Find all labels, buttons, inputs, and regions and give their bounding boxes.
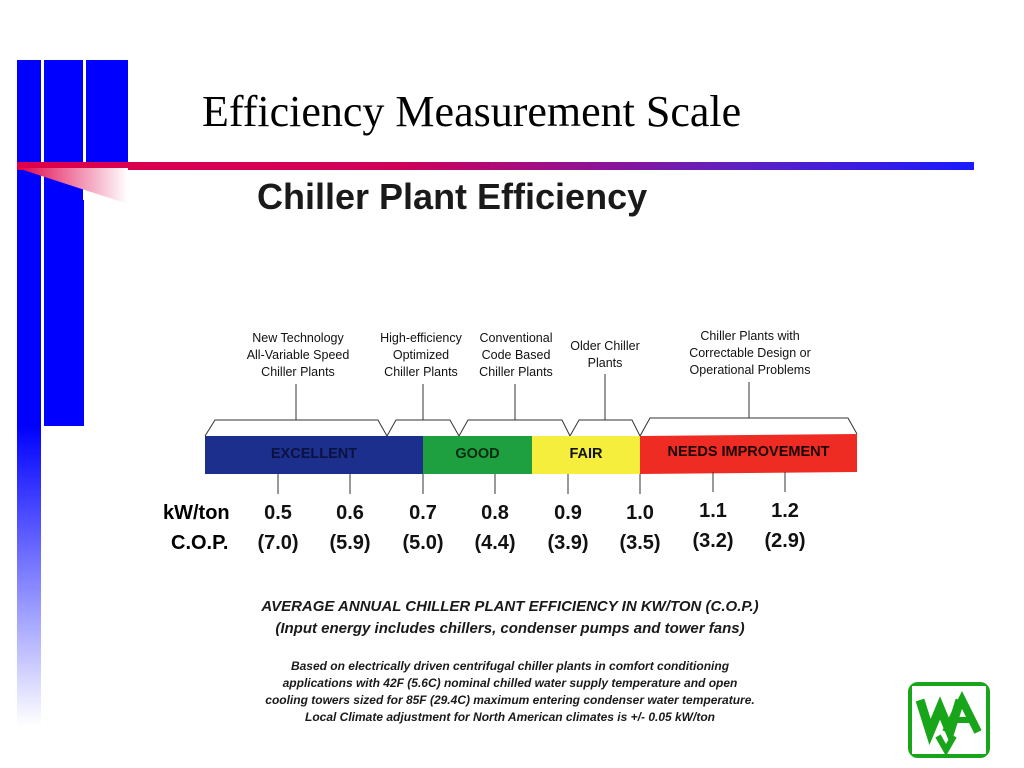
kw-tick: 0.9 [554, 502, 582, 524]
category-line: Older Chiller [570, 339, 640, 353]
category-label-older: Older Chiller Plants [558, 338, 652, 372]
category-label-correctable: Chiller Plants with Correctable Design o… [672, 328, 828, 379]
chart-title: Chiller Plant Efficiency [257, 176, 648, 217]
left-blue-column [17, 170, 84, 426]
left-gradient-column [17, 426, 43, 726]
bracket-high-efficiency [386, 419, 460, 437]
kw-tick: 0.5 [264, 502, 292, 524]
chart-caption-subheading: (Input energy includes chillers, condens… [275, 620, 745, 637]
category-line: Chiller Plants with [700, 329, 800, 343]
category-line: Correctable Design or [689, 346, 811, 360]
chart-note: Based on electrically driven centrifugal… [170, 658, 850, 726]
category-label-conventional: Conventional Code Based Chiller Plants [466, 330, 566, 381]
underline-wedge [17, 168, 128, 204]
cop-tick: (3.2) [692, 530, 734, 552]
category-line: Conventional [479, 331, 553, 345]
rating-label-fair: FAIR [569, 446, 603, 462]
kw-tick: 1.2 [771, 500, 799, 522]
cop-tick: (2.9) [764, 530, 806, 552]
left-blue-bar [17, 60, 128, 170]
category-line: New Technology [252, 331, 344, 345]
cop-tick: (4.4) [474, 532, 516, 554]
chart-note-line: applications with 42F (5.6C) nominal chi… [282, 676, 738, 690]
title-underline [17, 162, 974, 170]
chart-caption-heading: AVERAGE ANNUAL CHILLER PLANT EFFICIENCY … [261, 598, 759, 615]
chart-note-line: Based on electrically driven centrifugal… [290, 659, 730, 673]
category-line: Chiller Plants [479, 365, 553, 379]
kw-tick: 1.1 [699, 500, 727, 522]
bracket-new-technology [204, 419, 388, 437]
cop-tick: (5.0) [402, 532, 444, 554]
kw-tick: 0.7 [409, 502, 437, 524]
cop-tick: (3.5) [619, 532, 661, 554]
kw-tick: 0.6 [336, 502, 364, 524]
rating-label-needs-improvement: NEEDS IMPROVEMENT [667, 444, 830, 460]
rating-label-good: GOOD [455, 446, 500, 462]
white-stripe-1 [41, 60, 44, 760]
bracket-conventional [458, 419, 571, 437]
cop-tick: (5.9) [329, 532, 371, 554]
category-label-high-efficiency: High-efficiency Optimized Chiller Plants [368, 330, 474, 381]
rating-label-excellent: EXCELLENT [270, 446, 358, 462]
category-label-new-technology: New Technology All-Variable Speed Chille… [228, 330, 368, 381]
category-line: Code Based [481, 348, 551, 362]
kw-tick: 0.8 [481, 502, 509, 524]
logo-mark [912, 686, 986, 757]
cop-row-label: C.O.P. [171, 532, 229, 554]
kw-tick: 1.0 [626, 502, 654, 524]
cop-tick: (7.0) [257, 532, 299, 554]
category-line: Chiller Plants [384, 365, 458, 379]
slide-title: Efficiency Measurement Scale [202, 87, 742, 136]
chart-note-line: Local Climate adjustment for North Ameri… [305, 710, 715, 724]
cop-tick: (3.9) [547, 532, 589, 554]
category-line: Plants [587, 356, 623, 370]
category-line: High-efficiency [380, 331, 462, 345]
white-stripe-2 [83, 60, 86, 200]
category-line: Chiller Plants [261, 365, 335, 379]
chart-note-line: cooling towers sized for 85F (29.4C) max… [265, 693, 755, 707]
category-line: Optimized [392, 348, 450, 362]
category-line: Operational Problems [689, 363, 811, 377]
category-line: All-Variable Speed [246, 348, 350, 362]
company-logo [908, 682, 990, 758]
bracket-older [569, 419, 641, 437]
kw-row-label: kW/ton [163, 502, 230, 524]
